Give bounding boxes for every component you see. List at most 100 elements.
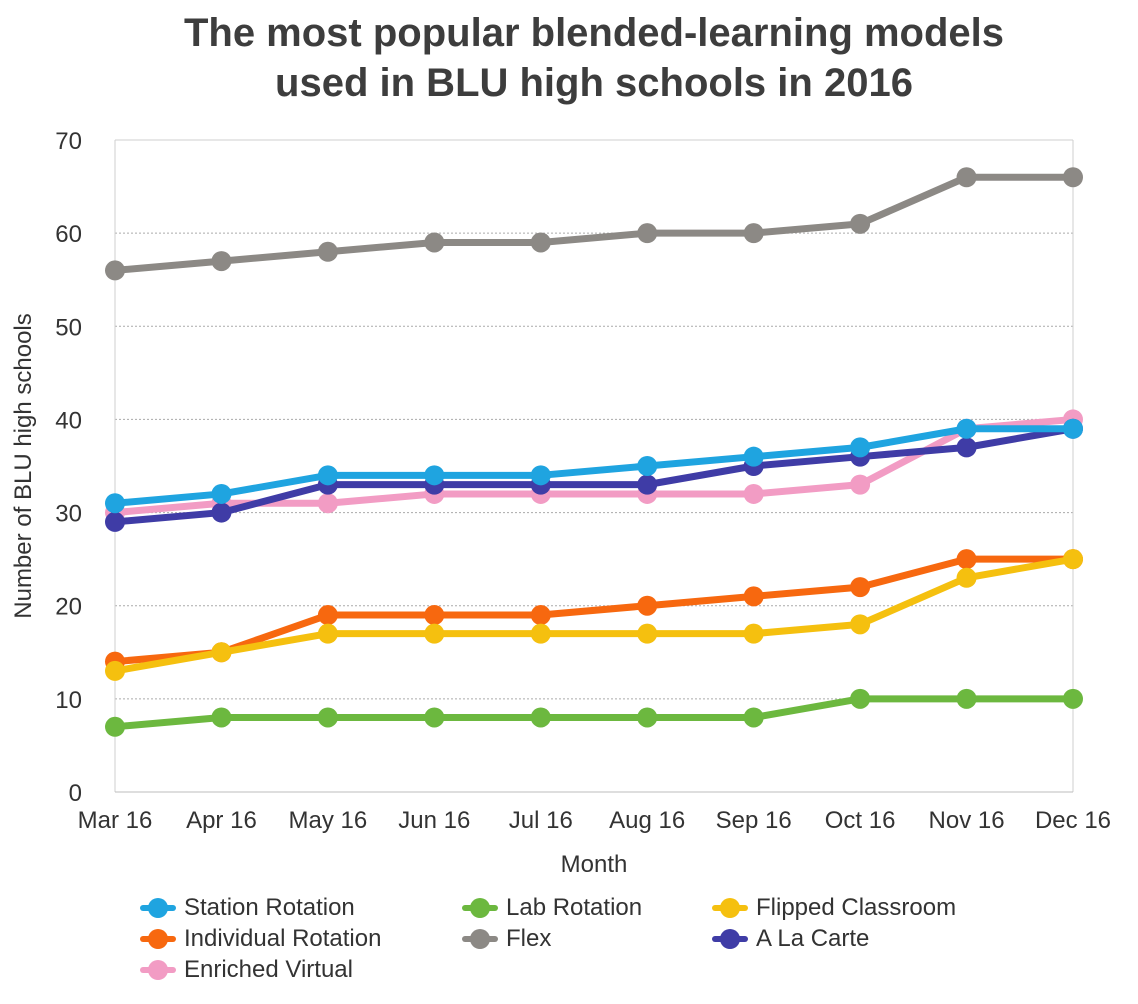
gridlines [115,232,1073,700]
data-point [424,465,445,486]
data-point [105,660,125,681]
data-point [743,586,764,607]
chart-title: The most popular blended-learning models… [0,8,1138,108]
data-point [637,456,658,476]
data-point [637,223,658,244]
data-point [1063,688,1083,709]
legend-label: Flex [506,925,552,952]
legend-label: Station Rotation [184,894,355,921]
legend-item: A La Carte [712,924,869,954]
data-point [956,437,977,458]
series-line [111,173,1077,274]
y-tick-label: 70 [55,128,82,155]
legend-item: Flipped Classroom [712,893,956,923]
data-point [743,446,764,467]
data-point [1063,418,1083,439]
chart-title-line-1: The most popular blended-learning models [183,11,1005,55]
data-point [956,549,977,570]
legend-item: Lab Rotation [462,893,642,923]
x-axis-label: Month [561,851,628,878]
y-tick-label: 30 [55,501,82,528]
y-tick-label: 0 [69,780,82,807]
data-point [424,623,445,644]
y-tick-label: 60 [55,221,82,248]
series-line [111,695,1077,731]
data-point [105,493,125,514]
x-tick-label: Jul 16 [509,807,573,834]
legend-label: A La Carte [756,925,870,952]
x-tick-label: Aug 16 [609,807,685,834]
y-axis-label: Number of BLU high schools [10,313,37,618]
series-line [111,425,1077,507]
data-point [637,707,658,728]
data-point [530,465,551,486]
series-station-rotation [105,418,1083,514]
legend-label: Flipped Classroom [756,894,957,921]
data-point [105,260,125,281]
y-tick-label: 10 [55,687,82,714]
legend-item: Flex [462,924,551,954]
x-tick-label: Apr 16 [186,807,257,834]
series-flex [105,167,1083,281]
data-point [317,707,338,728]
legend-marker [462,924,498,954]
series-line [111,555,1077,675]
legend-marker [712,924,748,954]
data-point [956,688,977,709]
series-lines [105,167,1083,737]
legend: Station Rotation Lab Rotation Flipped Clas… [140,893,1040,993]
data-point [850,688,871,709]
data-point [317,465,338,486]
x-tick-label: Oct 16 [825,807,896,834]
data-point [317,623,338,644]
data-point [1063,167,1083,188]
y-tick-label: 50 [55,314,82,341]
series-flipped-classroom [105,549,1083,681]
x-tick-label: Sep 16 [716,807,792,834]
x-tick-label: Jun 16 [398,807,470,834]
legend-marker [140,893,176,923]
legend-item: Enriched Virtual [140,955,353,985]
data-point [956,167,977,188]
data-point [105,511,125,532]
data-point [211,707,232,728]
data-point [637,623,658,644]
x-tick-label: May 16 [289,807,368,834]
data-point [530,232,551,253]
x-tick-label: Mar 16 [78,807,153,834]
data-point [317,241,338,262]
legend-label: Enriched Virtual [184,956,353,983]
data-point [530,623,551,644]
legend-marker [140,955,176,985]
data-point [317,493,338,514]
data-point [743,483,764,504]
x-tick-label: Nov 16 [929,807,1005,834]
data-point [637,474,658,495]
legend-label: Individual Rotation [184,925,382,952]
data-point [211,502,232,523]
series-line [111,425,1077,526]
series-line [111,555,1077,666]
chart-title-line-2: used in BLU high schools in 2016 [275,61,913,105]
data-point [530,605,551,626]
series-lab-rotation [105,688,1083,737]
data-point [424,605,445,626]
data-point [211,483,232,504]
y-tick-label: 40 [55,407,82,434]
legend-item: Individual Rotation [140,924,381,954]
data-point [105,716,125,737]
series-individual-rotation [105,549,1083,672]
legend-label: Lab Rotation [506,894,643,921]
data-point [743,223,764,244]
legend-marker [712,893,748,923]
data-point [317,605,338,626]
data-point [424,707,445,728]
x-tick-label: Dec 16 [1035,807,1111,834]
data-point [850,614,871,635]
axes: 0 10 20 30 40 50 60 70 Mar 16 Apr 16 May 16 Jun 16 J… [55,128,1111,834]
data-point [743,623,764,644]
data-point [743,707,764,728]
data-point [956,418,977,439]
y-tick-label: 20 [55,594,82,621]
